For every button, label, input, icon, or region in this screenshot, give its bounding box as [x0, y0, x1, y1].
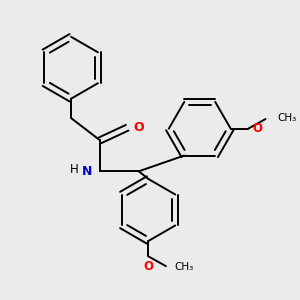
Text: O: O: [133, 121, 144, 134]
Text: O: O: [143, 260, 154, 273]
Text: O: O: [252, 122, 262, 135]
Text: CH₃: CH₃: [277, 113, 296, 123]
Text: N: N: [82, 165, 93, 178]
Text: CH₃: CH₃: [175, 262, 194, 272]
Text: H: H: [70, 163, 78, 176]
